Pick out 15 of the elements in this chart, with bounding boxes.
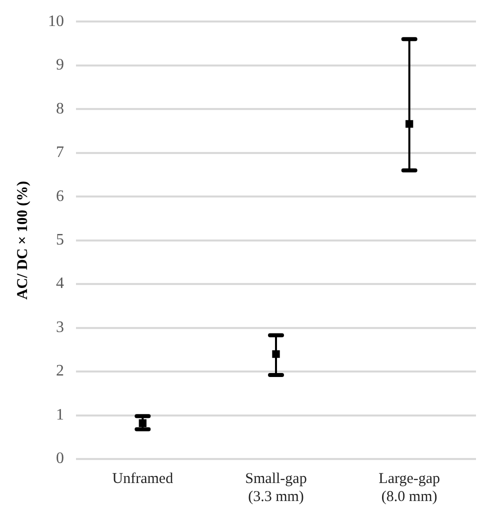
- y-tick-label: 6: [56, 188, 64, 205]
- x-tick-label: Unframed: [112, 470, 174, 487]
- y-tick-label: 3: [56, 318, 64, 336]
- y-tick-label: 7: [56, 144, 64, 162]
- y-tick-label: 1: [56, 406, 64, 424]
- y-axis-title: AC/ DC × 100 (%): [14, 181, 31, 300]
- y-tick-label: 9: [56, 56, 64, 74]
- y-tick-label: 4: [56, 275, 64, 292]
- x-tick-label: Large-gap (8.0 mm): [378, 470, 440, 505]
- x-tick-label: Small-gap (3.3 mm): [245, 470, 307, 505]
- y-tick-label: 5: [56, 232, 64, 249]
- y-tick-label: 10: [48, 12, 64, 30]
- y-tick-label: 0: [56, 450, 64, 468]
- y-tick-label: 8: [56, 100, 64, 118]
- y-tick-label: 2: [56, 362, 64, 380]
